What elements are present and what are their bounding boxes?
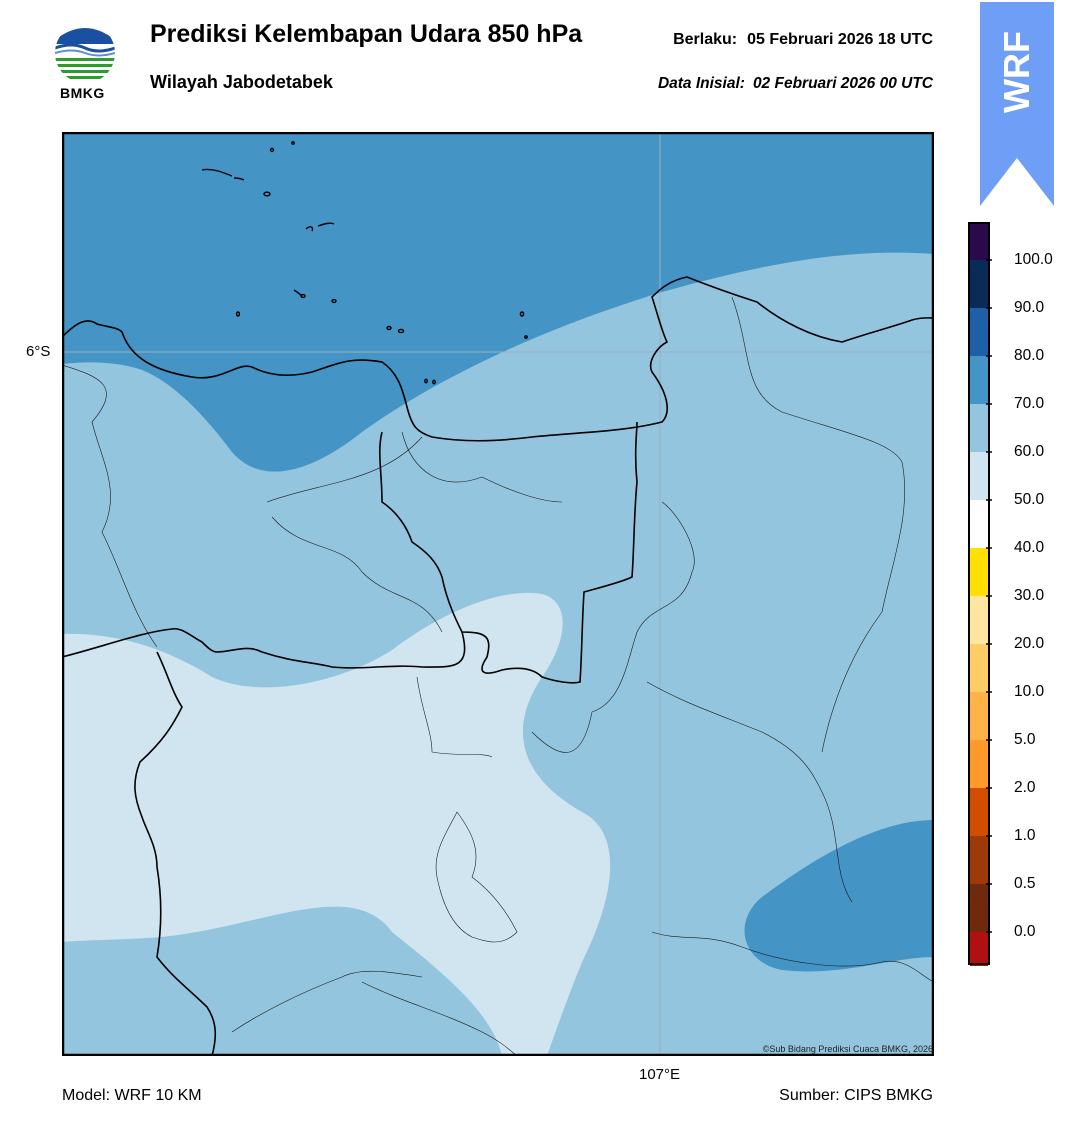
colorbar-tick-label: 30.0 bbox=[1014, 587, 1045, 604]
bmkg-logo-icon bbox=[55, 23, 115, 83]
thousand-islands bbox=[201, 141, 528, 385]
colorbar-tick-label: 90.0 bbox=[1014, 299, 1045, 316]
colorbar-tick-label: 10.0 bbox=[1014, 683, 1045, 700]
coastline bbox=[62, 276, 934, 1056]
colorbar-segment bbox=[970, 404, 988, 452]
colorbar-segment bbox=[970, 224, 988, 260]
colorbar-segment bbox=[970, 548, 988, 596]
colorbar-tick-label: 20.0 bbox=[1014, 635, 1045, 652]
humidity-band-70-80-north bbox=[62, 132, 934, 472]
valid-time-value: 05 Februari 2026 18 UTC bbox=[747, 31, 933, 48]
map-title: Prediksi Kelembapan Udara 850 hPa bbox=[150, 20, 583, 48]
colorbar-segment bbox=[970, 260, 988, 308]
colorbar-segment bbox=[970, 884, 988, 932]
init-time: Data Inisial: 02 Februari 2026 00 UTC bbox=[658, 75, 933, 93]
wrf-badge-text: WRF bbox=[996, 31, 1037, 113]
latitude-label: 6°S bbox=[26, 343, 51, 360]
colorbar-segment bbox=[970, 692, 988, 740]
colorbar-segment bbox=[970, 740, 988, 788]
colorbar-segment bbox=[970, 356, 988, 404]
colorbar-tick-label: 60.0 bbox=[1014, 443, 1045, 460]
colorbar-segment bbox=[970, 836, 988, 884]
district-boundaries bbox=[62, 296, 934, 1056]
humidity-map bbox=[62, 132, 934, 1056]
colorbar-tick-label: 1.0 bbox=[1014, 827, 1036, 844]
colorbar-segment bbox=[970, 788, 988, 836]
colorbar-tick-label: 0.5 bbox=[1014, 875, 1036, 892]
colorbar-tick-label: 5.0 bbox=[1014, 731, 1036, 748]
map-subtitle: Wilayah Jabodetabek bbox=[150, 72, 333, 92]
humidity-band-50-60 bbox=[62, 592, 611, 1056]
wrf-badge-shape bbox=[980, 2, 1054, 206]
valid-time-label: Berlaku: bbox=[673, 31, 738, 48]
colorbar bbox=[968, 222, 992, 966]
map-frame bbox=[62, 132, 934, 1056]
humidity-band-70-80-southeast bbox=[744, 820, 934, 972]
colorbar-tick-label: 100.0 bbox=[1014, 251, 1053, 268]
colorbar-tick-label: 80.0 bbox=[1014, 347, 1045, 364]
colorbar-segment bbox=[970, 932, 988, 966]
colorbar-segment bbox=[970, 308, 988, 356]
colorbar-tick-label: 50.0 bbox=[1014, 491, 1045, 508]
logo-text: BMKG bbox=[60, 85, 105, 101]
colorbar-tick-label: 0.0 bbox=[1014, 923, 1036, 940]
source-info: Sumber: CIPS BMKG bbox=[779, 1087, 933, 1104]
copyright-note: ©Sub Bidang Prediksi Cuaca BMKG, 2026 bbox=[762, 1044, 933, 1054]
valid-time: Berlaku: 05 Februari 2026 18 UTC bbox=[673, 31, 933, 49]
wrf-badge bbox=[980, 2, 1054, 206]
longitude-label: 107°E bbox=[639, 1066, 681, 1083]
colorbar-tick-label: 40.0 bbox=[1014, 539, 1045, 556]
colorbar-segment bbox=[970, 452, 988, 500]
colorbar-segment bbox=[970, 644, 988, 692]
init-time-label: Data Inisial: bbox=[657, 75, 745, 92]
colorbar-tick-label: 70.0 bbox=[1014, 395, 1045, 412]
colorbar-frame bbox=[968, 222, 990, 965]
colorbar-segment bbox=[970, 500, 988, 548]
colorbar-tick-label: 2.0 bbox=[1014, 779, 1036, 796]
init-time-value: 02 Februari 2026 00 UTC bbox=[752, 75, 933, 92]
colorbar-segment bbox=[970, 596, 988, 644]
model-info: Model: WRF 10 KM bbox=[62, 1087, 202, 1104]
